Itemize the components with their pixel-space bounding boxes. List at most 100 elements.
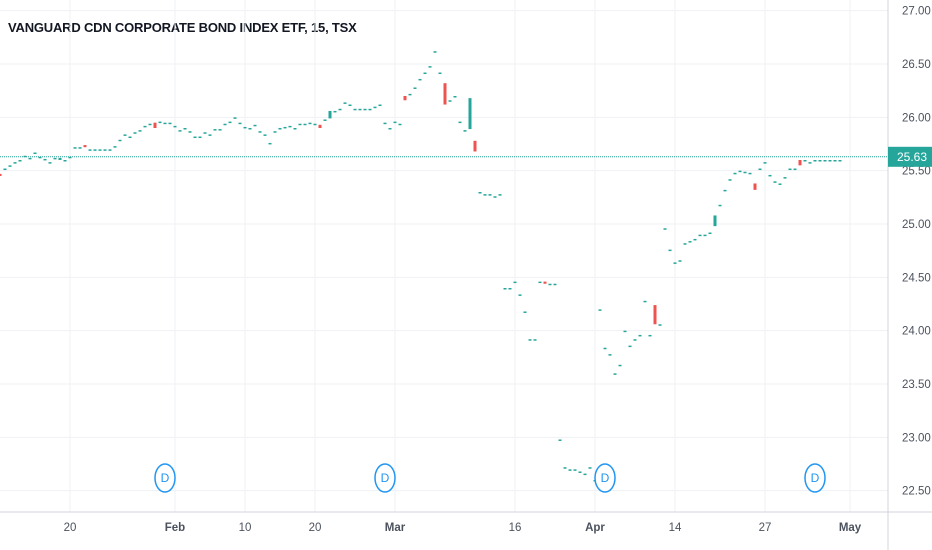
candle — [573, 469, 577, 471]
candle — [223, 123, 227, 126]
candle — [753, 183, 757, 190]
candle — [193, 136, 197, 139]
candle — [738, 170, 742, 173]
candle — [703, 234, 707, 237]
candle — [768, 174, 772, 177]
candle — [678, 260, 682, 262]
candle — [723, 189, 727, 192]
candle — [373, 106, 377, 109]
candle — [508, 288, 512, 290]
y-tick-label: 23.00 — [902, 432, 931, 444]
candle — [358, 108, 362, 111]
candle — [558, 439, 562, 441]
candle — [643, 300, 647, 303]
candle — [748, 172, 752, 175]
x-tick-label: Mar — [385, 522, 406, 534]
x-tick-label: 20 — [309, 522, 322, 534]
candle — [178, 130, 182, 132]
last-price-label-bg — [888, 146, 932, 167]
candle — [448, 100, 452, 102]
candle — [688, 241, 692, 243]
candle — [378, 104, 382, 107]
dividend-marker-label: D — [601, 471, 610, 485]
candle — [773, 181, 777, 183]
candle — [198, 136, 202, 139]
candle — [323, 119, 327, 121]
candle — [118, 139, 122, 142]
candle — [458, 121, 462, 124]
candle — [438, 72, 442, 75]
candle — [133, 132, 137, 134]
candle — [343, 102, 347, 104]
candle — [233, 117, 237, 119]
candle — [78, 147, 82, 149]
candle — [88, 149, 92, 151]
candle — [733, 172, 737, 175]
candle — [68, 156, 72, 159]
candle — [493, 196, 497, 198]
candle — [628, 345, 632, 348]
candle — [713, 215, 717, 227]
candle — [463, 130, 467, 132]
candle — [393, 121, 397, 124]
candle — [638, 334, 642, 337]
candle — [433, 51, 437, 53]
candle — [543, 281, 547, 284]
candle — [518, 294, 522, 296]
dividend-marker — [154, 463, 176, 493]
candle — [288, 125, 292, 128]
candle — [388, 128, 392, 130]
dividend-marker-label: D — [811, 471, 820, 485]
candle — [563, 467, 567, 469]
candle — [338, 108, 342, 111]
candle — [693, 238, 697, 241]
candle — [798, 160, 802, 166]
candle — [308, 122, 312, 125]
candle — [278, 128, 282, 130]
candle — [218, 129, 222, 131]
candle — [63, 160, 67, 162]
x-tick-label: Feb — [165, 522, 185, 534]
candle — [823, 160, 827, 162]
candle — [453, 96, 457, 98]
candle — [793, 168, 797, 171]
y-tick-label: 25.50 — [902, 166, 931, 178]
grid-layer — [0, 0, 888, 512]
candle — [23, 155, 27, 158]
candle — [183, 128, 187, 130]
candle — [263, 134, 267, 136]
y-tick-label: 22.50 — [902, 486, 931, 498]
candle — [113, 146, 117, 148]
candle — [618, 364, 622, 367]
candle — [653, 305, 657, 325]
x-tick-label: Apr — [585, 522, 605, 534]
dividend-marker-label: D — [161, 471, 170, 485]
candle — [173, 125, 177, 128]
candle — [553, 283, 557, 286]
candle — [13, 162, 17, 164]
candle — [188, 131, 192, 133]
candle — [538, 281, 542, 284]
dividend-marker — [804, 463, 826, 493]
candle — [668, 249, 672, 252]
candle — [353, 108, 357, 111]
candle — [248, 128, 252, 130]
candle — [603, 347, 607, 350]
candle — [673, 262, 677, 264]
candle — [143, 125, 147, 128]
candle — [333, 110, 337, 113]
candle — [478, 192, 482, 194]
candle — [548, 283, 552, 286]
candle — [0, 173, 2, 176]
y-tick-label: 24.00 — [902, 326, 931, 338]
candle — [743, 171, 747, 174]
candle — [623, 330, 627, 333]
candle — [33, 152, 37, 155]
candle — [283, 126, 287, 129]
candle — [98, 149, 102, 151]
candle — [648, 334, 652, 337]
candle — [403, 96, 407, 101]
